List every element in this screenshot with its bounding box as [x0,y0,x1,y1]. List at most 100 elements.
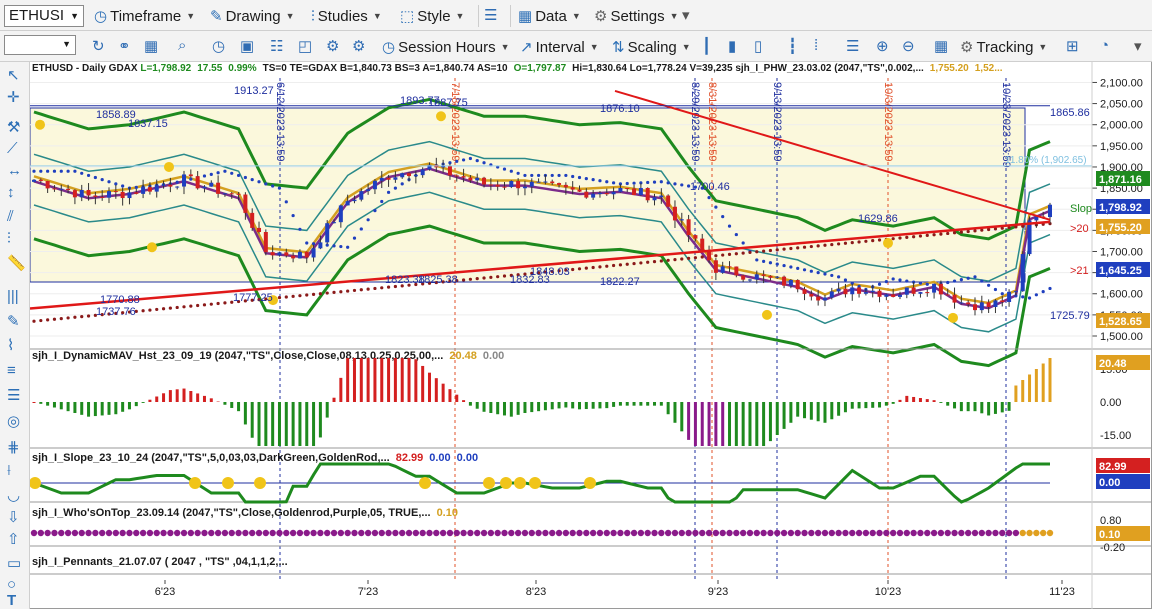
pointer-icon[interactable]: ↖ [7,67,20,84]
chart-area[interactable]: ETHUSD - Daily GDAX L=1,798.92 17.55 0.99%… [30,62,1152,609]
hist-bar [762,402,766,446]
whosontop-dot [92,529,99,537]
point-figure-icon[interactable]: ⁞ [814,37,819,54]
dot-point [741,241,745,245]
arrow-up-icon[interactable]: ⇧ [7,531,20,548]
whosontop-dot [767,529,774,537]
studies-icon: ⫶ [311,7,315,25]
rectangle-icon[interactable]: ▭ [7,555,22,572]
bar-chart-icon[interactable]: ┃ [702,38,712,55]
circle-icon[interactable]: ○ [7,576,17,593]
settings-menu[interactable]: ⚙ Settings ▼ [594,7,679,26]
whosontop-dot [255,529,263,537]
dot-point [809,269,813,273]
y-tick-label: 1,700.00 [1100,246,1143,258]
dot-point [502,274,507,278]
add-chart-icon[interactable]: ⊞ [1066,38,1079,55]
wrench-icon[interactable]: ⚒ [7,119,21,136]
gann-icon[interactable]: ⟊ [7,462,11,479]
gear-icon[interactable]: ⚙ [326,38,340,55]
drawing-menu[interactable]: ✎ Drawing ▼ [210,7,295,26]
dot-point [659,259,663,263]
zoom-icon[interactable]: ⌕ [178,37,187,54]
dot-point [100,313,104,317]
hashtag-icon[interactable]: ⋕ [7,439,20,456]
dot-point [987,227,991,232]
hist-bar [946,402,950,406]
candle-body [1020,254,1025,292]
whosontop-dot [153,529,160,537]
refresh-icon[interactable]: ↻ [92,38,105,55]
candle-body [625,188,630,190]
arrow-down-icon[interactable]: ⇩ [7,509,20,526]
hist-bar [721,402,725,446]
scaling-menu[interactable]: ⇅ Scaling ▼ [612,38,691,57]
horizontal-line-icon[interactable]: ↔ [7,162,22,179]
chevron-down-icon[interactable]: ▼ [70,11,79,21]
dot-point [789,246,793,251]
pen-icon[interactable]: ✎ [7,313,20,330]
studies-menu[interactable]: ⫶ Studies ▼ [311,7,382,25]
candle-body [93,195,98,197]
price-label: 1876.10 [600,103,640,115]
whosontop-dot [549,529,556,537]
dot-point [625,262,629,266]
crosshair-icon[interactable]: ✛ [7,89,20,106]
data-window-icon[interactable]: ▦ [934,38,949,55]
stack-icon[interactable]: ☰ [7,387,21,404]
layout-icon[interactable]: ☰ [846,38,860,55]
session-hours-menu[interactable]: ◷ Session Hours ▼ [382,38,510,57]
channel-icon[interactable]: ⫽ [7,208,14,225]
zoom-out-icon[interactable]: ⊖ [902,38,915,55]
candle-body [836,288,841,292]
more-icon[interactable]: ▾ [1134,38,1142,55]
image-icon[interactable]: ▣ [240,38,255,55]
symbol-input[interactable]: ETHUSI ▼ [4,5,84,27]
object-icon[interactable]: ◰ [298,38,313,55]
dot-point [564,173,568,178]
fibonacci-icon[interactable]: ⫶ [7,230,11,247]
columns-icon[interactable]: ||| [7,288,19,305]
link-icon[interactable]: ⚭ [118,38,131,55]
hist-bar [455,394,459,402]
hist-bar [46,402,50,406]
tracking-menu[interactable]: ⚙ Tracking ▼ [960,38,1048,57]
dot-point [952,231,957,235]
hollow-candle-icon[interactable]: ▯ [754,38,763,55]
hist-bar [550,402,554,410]
lines-icon[interactable]: ≡ [7,362,16,379]
sliders-icon[interactable]: ☷ [270,38,284,55]
candle-body [659,195,664,198]
more-icon[interactable]: ▾ [682,7,690,24]
ruler-icon[interactable]: 📏 [7,255,26,272]
dot-point [121,311,125,315]
text-tool-icon[interactable]: T [7,592,17,609]
layout-icon[interactable]: ☰ [484,7,498,24]
hist-bar [257,402,261,446]
workspace-select[interactable]: ▼ [4,35,76,55]
whosontop-dot [44,529,51,537]
whosontop-dot [985,529,992,537]
timeframe-menu[interactable]: ◷ Timeframe ▼ [94,7,196,26]
dot-point [161,307,166,311]
interval-menu[interactable]: ↗ Interval ▼ [520,38,599,57]
vertical-line-icon[interactable]: ↕ [7,184,15,201]
settings-panel-icon[interactable]: ⚙ [352,38,366,55]
zoom-in-icon[interactable]: ⊕ [876,38,889,55]
candlestick-icon[interactable]: ▮ [728,38,737,55]
grid-icon[interactable]: ▦ [144,38,159,55]
brush-icon[interactable]: ⌇ [7,337,15,354]
dot-point [946,231,950,236]
dot-point [987,283,991,287]
whosontop-dot [1026,529,1033,537]
trendline-icon[interactable]: ⟋ [7,140,18,157]
arc-icon[interactable]: ◡ [7,487,21,504]
volume-icon[interactable]: ┇ [788,38,798,55]
time-icon[interactable]: ◷ [212,38,226,55]
data-menu[interactable]: ▦ Data ▼ [518,7,581,26]
whosontop-dot [589,529,597,537]
speedometer-icon[interactable]: ◔ [1100,37,1110,54]
style-menu[interactable]: ⬚ Style ▼ [400,7,465,26]
chevron-down-icon: ▼ [285,11,295,21]
spiral-icon[interactable]: ◎ [7,413,21,430]
